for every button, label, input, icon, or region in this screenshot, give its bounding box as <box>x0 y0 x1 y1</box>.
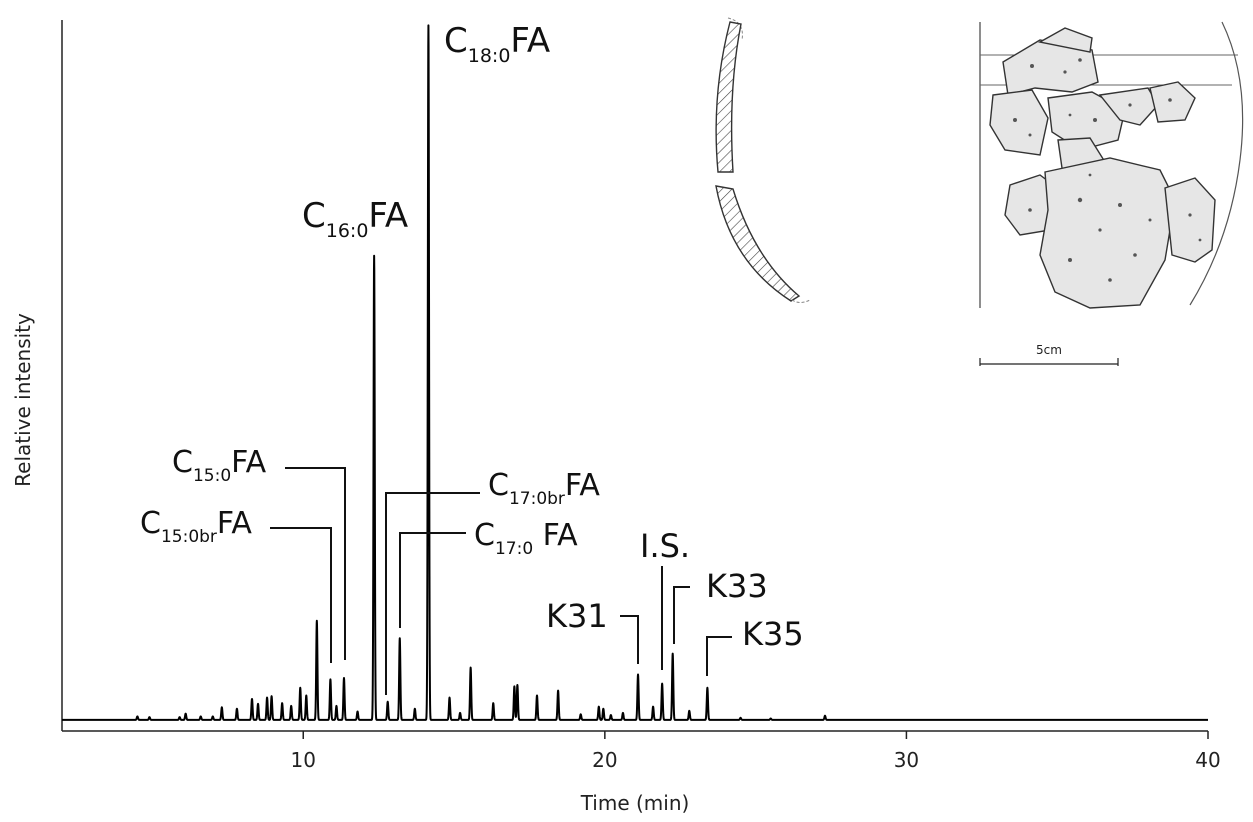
scale-bar: 5cm <box>979 343 1119 366</box>
peak-label-c17br: C17:0brFA <box>488 468 600 509</box>
x-tick-label-40: 40 <box>1195 748 1220 772</box>
x-tick-label-10: 10 <box>291 748 316 772</box>
peak-label-k33: K33 <box>706 567 768 605</box>
callout-line-c17 <box>399 532 466 628</box>
chromatogram-trace <box>61 24 1209 721</box>
callout-line-c15br <box>270 527 332 663</box>
y-axis-label: Relative intensity <box>11 313 35 487</box>
peak-label-c18: C18:0FA <box>444 21 550 67</box>
sherd-profile-drawing <box>715 17 811 303</box>
vessel-reconstruction-drawing <box>979 21 1244 309</box>
axes <box>61 20 1208 732</box>
callout-line-c15 <box>285 467 346 660</box>
peak-annotations: C18:0FA C16:0FA C15:0FA C15:0brFA C17:0b… <box>140 21 804 695</box>
callout-line-k33 <box>673 586 690 644</box>
peak-label-c15: C15:0FA <box>172 445 267 486</box>
callout-line-c17br <box>385 492 480 695</box>
x-axis-label: Time (min) <box>580 791 690 815</box>
peak-label-k31: K31 <box>546 597 608 635</box>
peak-label-k35: K35 <box>742 615 804 653</box>
x-tick-label-30: 30 <box>894 748 919 772</box>
callout-line-k35 <box>706 636 732 676</box>
peak-label-c16: C16:0FA <box>302 196 408 242</box>
x-tick-label-20: 20 <box>592 748 617 772</box>
peak-label-is: I.S. <box>640 527 690 565</box>
peak-label-c15br: C15:0brFA <box>140 506 252 547</box>
callout-line-k31 <box>620 615 639 664</box>
scale-bar-label: 5cm <box>1036 343 1062 357</box>
peak-label-c17: C17:0 FA <box>474 518 578 559</box>
x-axis-ticks: 10 20 30 40 <box>291 731 1221 772</box>
